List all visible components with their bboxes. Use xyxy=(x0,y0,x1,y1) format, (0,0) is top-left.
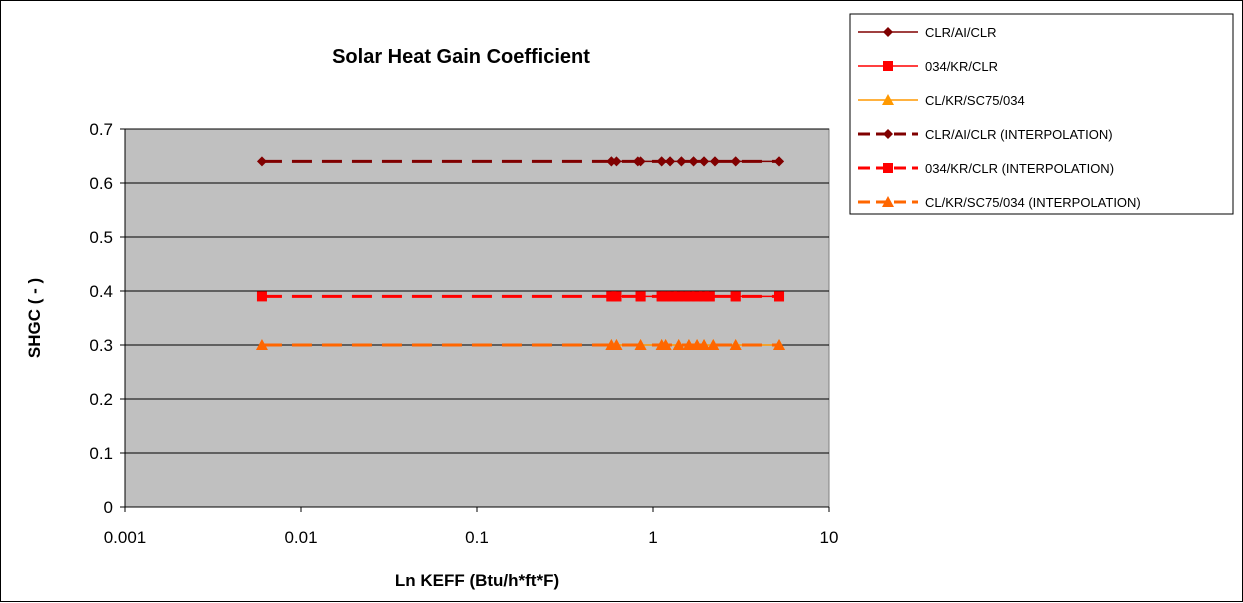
x-tick-label: 0.001 xyxy=(104,528,147,547)
data-point xyxy=(255,339,268,350)
legend: CLR/AI/CLR 034/KR/CLR CL/KR/SC75/034 CLR/AI… xyxy=(849,13,1234,215)
legend-marker xyxy=(883,163,893,173)
y-tick-label: 0.2 xyxy=(89,390,113,409)
x-axis-label: Ln KEFF (Btu/h*ft*F) xyxy=(395,571,559,590)
y-tick-label: 0 xyxy=(104,498,113,517)
data-point xyxy=(672,339,685,350)
data-point xyxy=(773,339,786,350)
legend-label: 034/KR/CLR xyxy=(925,59,998,74)
x-tick-label: 10 xyxy=(820,528,839,547)
legend-marker xyxy=(882,196,894,207)
legend-marker xyxy=(882,94,894,105)
data-point xyxy=(606,156,617,167)
legend-entry: 034/KR/CLR (INTERPOLATION) xyxy=(858,161,1114,176)
data-point xyxy=(634,339,647,350)
data-point xyxy=(699,291,710,302)
data-point xyxy=(635,156,646,167)
y-tick-label: 0.6 xyxy=(89,174,113,193)
y-tick-label: 0.4 xyxy=(89,282,113,301)
series-5 xyxy=(256,291,785,302)
data-point xyxy=(665,156,676,167)
legend-marker xyxy=(883,27,893,37)
data-point xyxy=(730,291,741,302)
data-point xyxy=(611,291,622,302)
x-tick-label: 0.1 xyxy=(465,528,489,547)
chart-title: Solar Heat Gain Coefficient xyxy=(332,46,590,68)
data-point xyxy=(611,156,622,167)
data-point xyxy=(683,291,694,302)
data-point xyxy=(692,291,703,302)
y-axis-ticks: 0 0.1 0.2 0.3 0.4 0.5 0.6 0.7 xyxy=(89,120,125,517)
series-6 xyxy=(255,339,786,350)
data-point xyxy=(699,156,710,167)
legend-entry: 034/KR/CLR xyxy=(858,59,998,74)
x-tick-label: 0.01 xyxy=(284,528,317,547)
legend-label: CL/KR/SC75/034 (INTERPOLATION) xyxy=(925,195,1141,210)
data-point xyxy=(656,291,667,302)
y-tick-label: 0.3 xyxy=(89,336,113,355)
data-point xyxy=(774,291,785,302)
data-point xyxy=(688,156,699,167)
data-point xyxy=(729,339,742,350)
data-point xyxy=(774,156,785,167)
series-4 xyxy=(256,156,785,167)
data-point xyxy=(709,156,720,167)
legend-label: CLR/AI/CLR xyxy=(925,25,997,40)
legend-label: CL/KR/SC75/034 xyxy=(925,93,1025,108)
series-layer xyxy=(255,156,786,350)
legend-label: CLR/AI/CLR (INTERPOLATION) xyxy=(925,127,1113,142)
legend-marker xyxy=(883,61,893,71)
y-tick-label: 0.1 xyxy=(89,444,113,463)
legend-box xyxy=(849,13,1234,215)
data-point xyxy=(256,291,267,302)
legend-entry: CL/KR/SC75/034 (INTERPOLATION) xyxy=(858,195,1141,210)
legend-entry: CLR/AI/CLR xyxy=(858,25,997,40)
data-point xyxy=(610,339,623,350)
legend-entry: CL/KR/SC75/034 xyxy=(858,93,1025,108)
x-tick-label: 1 xyxy=(648,528,657,547)
data-point xyxy=(704,291,715,302)
data-point xyxy=(256,156,267,167)
data-point xyxy=(635,291,646,302)
legend-marker xyxy=(883,129,893,139)
data-point xyxy=(673,291,684,302)
y-tick-label: 0.5 xyxy=(89,228,113,247)
data-point xyxy=(707,339,720,350)
data-point xyxy=(666,291,677,302)
data-point xyxy=(698,339,711,350)
plot-area xyxy=(124,128,830,508)
data-point xyxy=(659,339,672,350)
y-tick-label: 0.7 xyxy=(89,120,113,139)
legend-entry: CLR/AI/CLR (INTERPOLATION) xyxy=(858,127,1113,142)
data-point xyxy=(682,339,695,350)
data-point xyxy=(730,156,741,167)
legend-label: 034/KR/CLR (INTERPOLATION) xyxy=(925,161,1114,176)
x-axis-ticks: 0.001 0.01 0.1 1 10 xyxy=(104,507,839,547)
data-point xyxy=(606,291,617,302)
y-axis-label: SHGC ( - ) xyxy=(25,278,44,358)
data-point xyxy=(676,156,687,167)
data-point xyxy=(656,156,667,167)
